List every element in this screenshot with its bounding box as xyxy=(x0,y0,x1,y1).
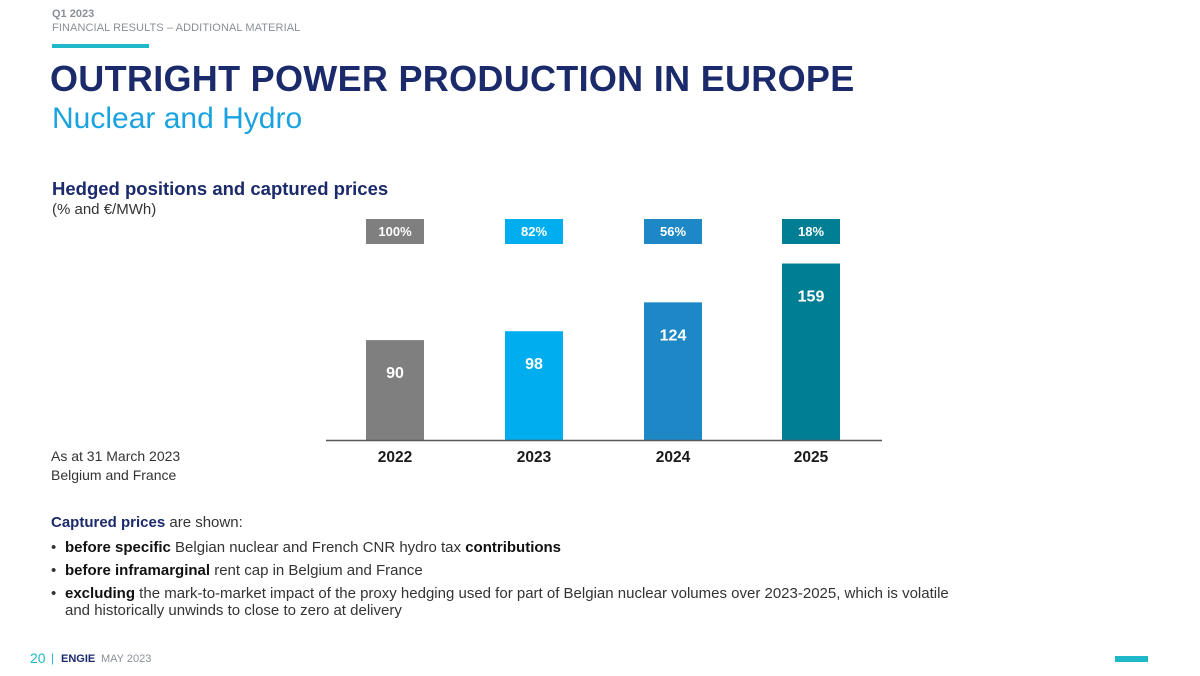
hedged-percent-label: 18% xyxy=(798,224,824,239)
bar-value-label: 159 xyxy=(798,289,825,306)
bar-value-label: 98 xyxy=(525,356,543,373)
hedged-badge-2025 xyxy=(782,219,840,244)
page-number: 20 xyxy=(30,650,46,666)
bullet-bold-tail: contributions xyxy=(465,539,562,556)
bullet-bold-lead: before specific xyxy=(65,539,171,556)
list-item: excluding the mark-to-market impact of t… xyxy=(51,585,971,619)
captured-prices-list: before specific Belgian nuclear and Fren… xyxy=(51,539,971,625)
bullet-bold-lead: before inframarginal xyxy=(65,562,211,579)
hedged-percent-label: 82% xyxy=(521,224,547,239)
header-quarter: Q1 2023 xyxy=(52,8,95,20)
hedged-percent-label: 100% xyxy=(378,224,412,239)
page-subtitle: Nuclear and Hydro xyxy=(52,102,303,135)
bullet-text: rent cap in Belgium and France xyxy=(210,562,423,579)
chart-bar-2022 xyxy=(366,340,424,440)
header-accent-bar xyxy=(52,44,149,48)
chart-bar-2025 xyxy=(782,263,840,440)
bullet-text: the mark-to-market impact of the proxy h… xyxy=(65,585,949,619)
note-scope: Belgium and France xyxy=(51,467,177,483)
list-item: before specific Belgian nuclear and Fren… xyxy=(51,539,971,556)
captured-prices-bold: Captured prices xyxy=(51,514,166,531)
captured-prices-rest: are shown: xyxy=(165,514,243,531)
footer-accent-bar xyxy=(1115,656,1148,662)
captured-prices-heading: Captured prices are shown: xyxy=(51,514,243,531)
page-title: OUTRIGHT POWER PRODUCTION IN EUROPE xyxy=(50,58,855,99)
bar-value-label: 124 xyxy=(660,327,687,344)
footer-separator: | xyxy=(51,651,55,665)
chart-bar-2023 xyxy=(505,331,563,440)
hedged-percent-label: 56% xyxy=(660,224,686,239)
chart-unit-label: (% and €/MWh) xyxy=(52,201,157,218)
note-as-at: As at 31 March 2023 xyxy=(51,448,181,464)
bar-value-label: 90 xyxy=(386,365,404,382)
bullet-bold-lead: excluding xyxy=(65,585,136,602)
x-tick-label: 2024 xyxy=(656,449,691,466)
hedged-badge-2023 xyxy=(505,219,563,244)
hedged-badge-2024 xyxy=(644,219,702,244)
x-tick-label: 2025 xyxy=(794,449,829,466)
chart-bar-2024 xyxy=(644,302,702,440)
list-item: before inframarginal rent cap in Belgium… xyxy=(51,562,971,579)
header-section: FINANCIAL RESULTS – ADDITIONAL MATERIAL xyxy=(52,22,301,34)
hedged-badge-2022 xyxy=(366,219,424,244)
x-tick-label: 2022 xyxy=(378,449,412,466)
bullet-text: Belgian nuclear and French CNR hydro tax xyxy=(170,539,466,556)
chart-title: Hedged positions and captured prices xyxy=(52,178,389,199)
x-tick-label: 2023 xyxy=(517,449,552,466)
brand-name: ENGIE xyxy=(61,653,96,665)
footer-date: MAY 2023 xyxy=(101,653,152,665)
